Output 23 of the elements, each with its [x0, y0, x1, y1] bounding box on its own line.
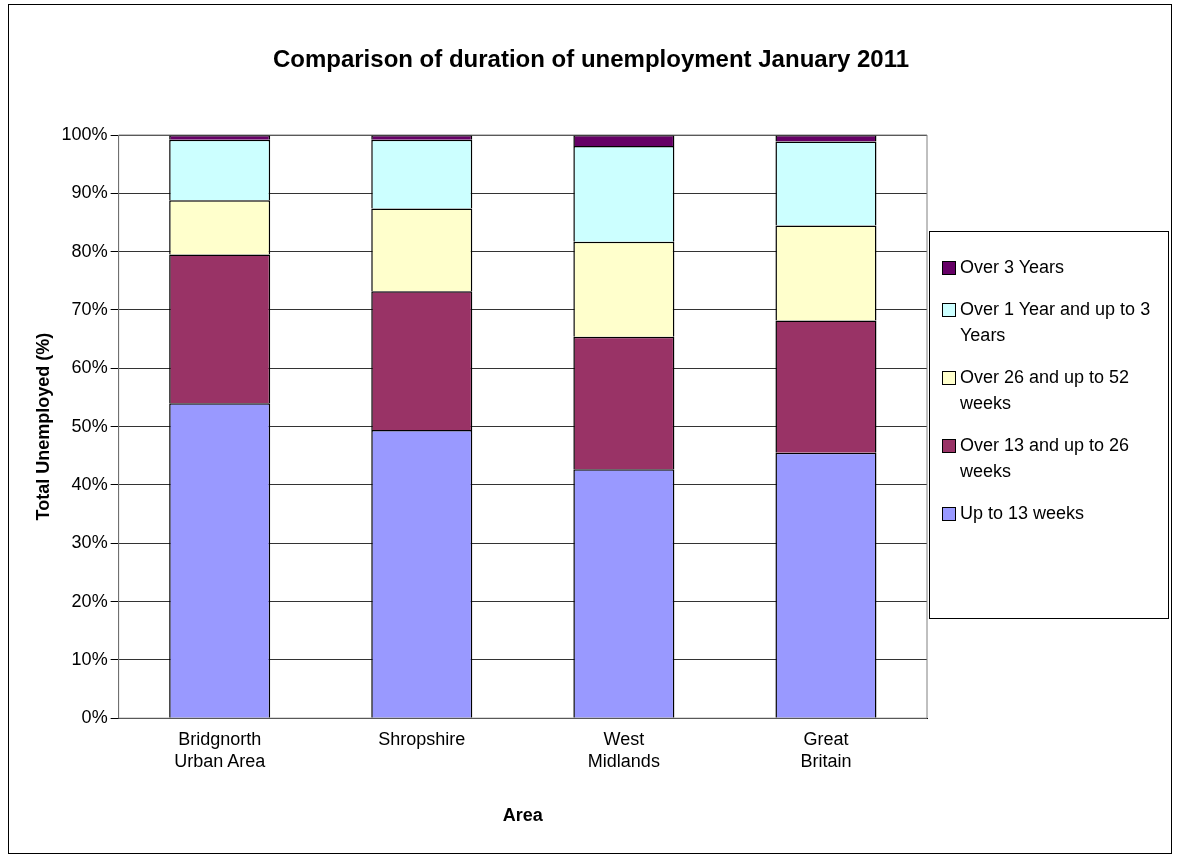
y-tick-label: 20% [71, 590, 108, 611]
y-axis-title: Total Unemployed (%) [32, 332, 53, 521]
y-tick-label: 0% [81, 707, 108, 728]
legend-label: Up to 13 weeks [960, 502, 1085, 525]
legend-label: Over 26 and up to 52 weeks [960, 366, 1131, 415]
y-tick-label: 40% [71, 473, 108, 494]
y-tick-label: 60% [71, 357, 108, 378]
x-tick-label: Shropshire [378, 728, 466, 749]
x-tick-label: West Midlands [587, 728, 660, 771]
y-tick-label: 50% [71, 415, 108, 436]
legend-label: Over 3 Years [960, 256, 1065, 279]
y-tick-label: 100% [61, 123, 108, 144]
x-axis-title: Area [502, 805, 544, 826]
legend-label: Over 13 and up to 26 weeks [960, 434, 1131, 483]
y-tick-label: 70% [71, 298, 108, 319]
y-tick-label: 30% [71, 532, 108, 553]
y-tick-label: 90% [71, 182, 108, 203]
x-tick-label: Bridgnorth Urban Area [174, 728, 267, 771]
x-tick-label: Great Britain [800, 728, 852, 771]
chart-title: Comparison of duration of unemployment January 2011 [271, 45, 911, 73]
y-tick-label: 10% [71, 648, 108, 669]
legend-label: Over 1 Year and up to 3 Years [960, 298, 1152, 347]
y-tick-label: 80% [71, 240, 108, 261]
